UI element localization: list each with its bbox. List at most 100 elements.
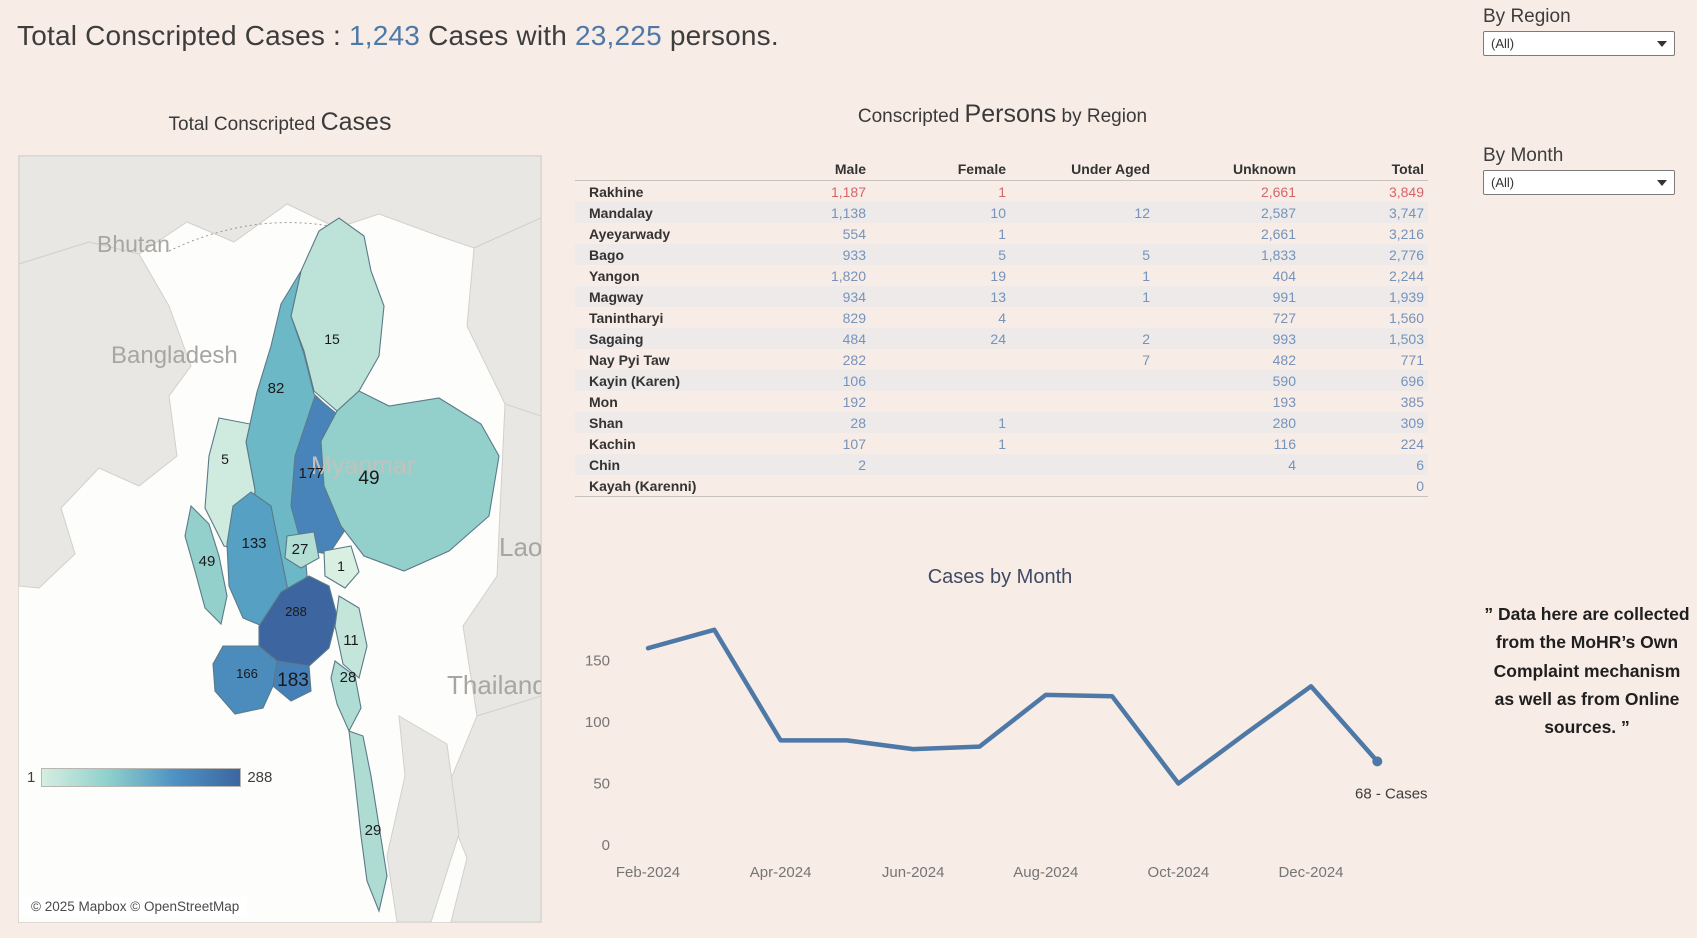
cell-under-aged[interactable] [1010,412,1154,433]
cell-under-aged[interactable] [1010,433,1154,454]
map-value-label-chin[interactable]: 5 [221,451,229,467]
table-row[interactable]: Mandalay 1,138 10 12 2,587 3,747 [575,202,1428,223]
cell-total[interactable]: 0 [1300,475,1428,497]
cell-under-aged[interactable]: 1 [1142,288,1150,305]
cell-unknown[interactable]: 590 [1272,372,1296,389]
cell-total[interactable]: 224 [1400,435,1424,452]
cell-male[interactable]: 2 [858,456,866,473]
cell-total[interactable]: 309 [1400,414,1424,431]
cell-region[interactable]: Magway [589,288,644,305]
map-value-label-kachin[interactable]: 15 [324,331,340,347]
map-region-ayeyarwady[interactable] [212,645,278,715]
cell-female[interactable]: 1 [998,183,1006,200]
cell-unknown[interactable]: 991 [1272,288,1296,305]
map-value-label-kayin-karen[interactable]: 11 [343,632,359,649]
map-region-kayin-karen[interactable] [334,595,368,680]
map-region-nay-pyi-taw[interactable] [284,531,320,569]
cell-female[interactable] [870,475,1010,497]
cell-region[interactable]: Tanintharyi [589,309,664,326]
map-value-label-shan[interactable]: 49 [358,468,379,489]
map-region-kayah-karenni[interactable] [323,545,360,589]
cell-total[interactable]: 3,216 [1388,225,1424,242]
cell-region[interactable]: Mandalay [589,204,653,221]
map-value-label-tanintharyi[interactable]: 29 [365,822,382,839]
map-value-label-ayeyarwady[interactable]: 166 [236,666,258,681]
cell-total[interactable]: 385 [1400,393,1424,410]
cell-female[interactable] [870,454,1010,475]
cell-region[interactable]: Bago [589,246,624,263]
cell-unknown[interactable]: 2,587 [1260,204,1296,221]
cell-female[interactable] [870,370,1010,391]
cell-male[interactable]: 934 [842,288,866,305]
table-row[interactable]: Mon 192 193 385 [575,391,1428,412]
table-row[interactable]: Yangon 1,820 19 1 404 2,244 [575,265,1428,286]
map-region-rakhine[interactable] [184,504,228,626]
cell-unknown[interactable]: 727 [1272,309,1296,326]
cell-total[interactable]: 696 [1400,372,1424,389]
cell-region[interactable]: Rakhine [589,183,644,200]
cell-unknown[interactable] [1154,475,1300,497]
cell-under-aged[interactable] [1010,475,1154,497]
cell-total[interactable]: 3,849 [1388,183,1424,200]
cell-unknown[interactable]: 993 [1272,330,1296,347]
cell-under-aged[interactable]: 1 [1142,267,1150,284]
cell-male[interactable]: 106 [842,372,866,389]
cell-male[interactable]: 28 [850,414,866,431]
cell-female[interactable]: 24 [990,330,1006,347]
cell-region[interactable]: Ayeyarwady [589,225,671,242]
cell-under-aged[interactable] [1010,370,1154,391]
cell-total[interactable]: 6 [1416,456,1424,473]
cell-unknown[interactable]: 193 [1272,393,1296,410]
cell-region[interactable]: Chin [589,456,621,473]
cell-region[interactable]: Mon [589,393,618,410]
cell-female[interactable] [870,391,1010,412]
cell-unknown[interactable]: 4 [1288,456,1296,473]
cell-male[interactable]: 1,820 [830,267,866,284]
cell-region[interactable]: Kayin (Karen) [589,372,681,389]
cell-total[interactable]: 1,939 [1388,288,1424,305]
map-canvas[interactable]: Bhutan Bangladesh Myanmar Laos Thailand 15 82 5… [19,156,541,922]
table-row[interactable]: Kachin 107 1 116 224 [575,433,1428,454]
cell-total[interactable]: 3,747 [1388,204,1424,221]
map-value-label-magway[interactable]: 133 [241,535,266,552]
table-row[interactable]: Tanintharyi 829 4 727 1,560 [575,307,1428,328]
table-row[interactable]: Rakhine 1,187 1 2,661 3,849 [575,181,1428,203]
cell-female[interactable]: 10 [990,204,1006,221]
table-row[interactable]: Ayeyarwady 554 1 2,661 3,216 [575,223,1428,244]
map-value-label-mandalay[interactable]: 177 [298,465,323,482]
map-value-label-kayah-karenni[interactable]: 1 [337,558,345,574]
cell-region[interactable]: Sagaing [589,330,644,347]
map-value-label-bago[interactable]: 288 [285,604,307,619]
cell-male[interactable]: 933 [842,246,866,263]
cell-region[interactable]: Kachin [589,435,636,452]
cell-unknown[interactable]: 482 [1272,351,1296,368]
cell-under-aged[interactable]: 2 [1142,330,1150,347]
table-row[interactable]: Kayah (Karenni) 0 [575,475,1428,497]
cell-unknown[interactable]: 116 [1273,435,1296,452]
cell-unknown[interactable]: 280 [1272,414,1296,431]
cell-region[interactable]: Nay Pyi Taw [589,351,670,368]
cell-under-aged[interactable]: 12 [1134,204,1150,221]
cell-male[interactable]: 484 [842,330,866,347]
cell-male[interactable]: 107 [842,435,866,452]
map-region-tanintharyi[interactable] [348,730,388,913]
map-region-magway[interactable] [226,491,290,629]
cell-male[interactable]: 1,187 [830,183,866,200]
map-value-label-yangon[interactable]: 183 [277,670,309,691]
cell-under-aged[interactable] [1010,454,1154,475]
cell-unknown[interactable]: 1,833 [1260,246,1296,263]
table-row[interactable]: Kayin (Karen) 106 590 696 [575,370,1428,391]
cell-unknown[interactable]: 2,661 [1260,183,1296,200]
cell-female[interactable]: 4 [998,309,1006,326]
cell-female[interactable]: 1 [998,414,1006,431]
cell-under-aged[interactable] [1010,307,1154,328]
cell-female[interactable]: 1 [998,435,1006,452]
map-value-label-nay-pyi-taw[interactable]: 27 [292,541,309,558]
map-attribution-link[interactable]: © 2025 Mapbox © OpenStreetMap [19,897,248,916]
map-value-label-mon[interactable]: 28 [340,669,357,686]
cell-male[interactable]: 1,138 [830,204,866,221]
cell-region[interactable]: Yangon [589,267,640,284]
cell-female[interactable]: 19 [990,267,1006,284]
cell-male[interactable]: 554 [842,225,866,242]
cell-male[interactable]: 192 [842,393,866,410]
